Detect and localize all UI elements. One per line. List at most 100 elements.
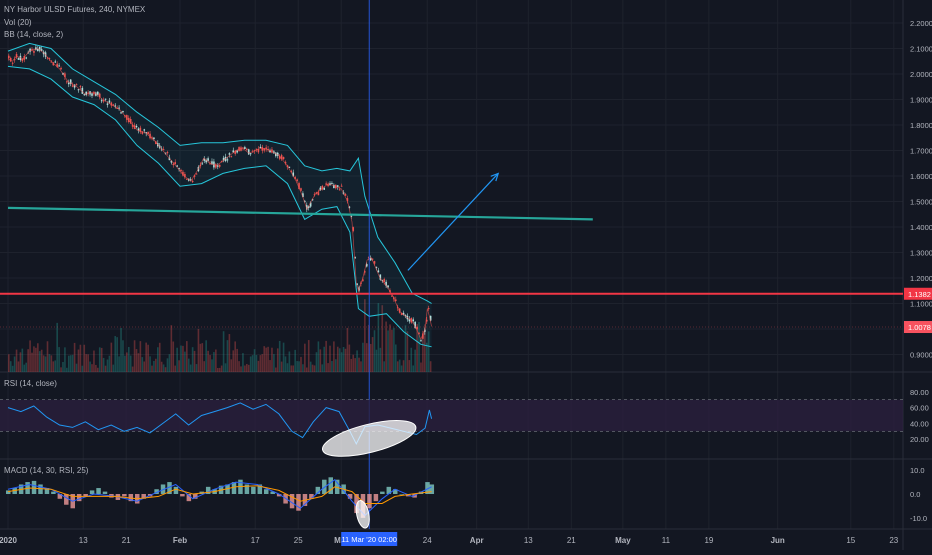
candle-body — [352, 227, 355, 231]
volume-bar — [379, 347, 382, 372]
volume-bar — [160, 361, 163, 372]
volume-bar — [263, 346, 266, 372]
volume-bar — [187, 358, 190, 372]
x-tick-label-3: Feb — [173, 536, 187, 545]
volume-bar — [211, 359, 213, 372]
macd-indicator-label[interactable]: MACD (14, 30, RSI, 25) — [4, 466, 89, 475]
volume-bar — [95, 364, 97, 372]
volume-bar — [114, 336, 117, 372]
candle-body — [203, 158, 206, 161]
volume-bar — [189, 364, 192, 372]
candle-body — [207, 158, 209, 161]
volume-bar — [389, 324, 391, 372]
volume-bar — [410, 347, 413, 372]
volume-bar — [396, 361, 399, 372]
macd-histogram-bar — [167, 482, 172, 494]
candle-body — [48, 58, 51, 60]
price-tick-label-5: 1.7000 — [910, 147, 932, 156]
volume-bar — [302, 364, 304, 372]
volume-bar — [367, 324, 370, 372]
volume-bar — [249, 356, 252, 372]
macd-histogram-bar — [380, 491, 385, 494]
volume-bar — [269, 360, 271, 372]
volume-bar — [168, 354, 171, 372]
volume-bar — [176, 347, 178, 372]
bollinger-indicator-label[interactable]: BB (14, close, 2) — [4, 30, 64, 39]
volume-bar — [327, 363, 329, 372]
rsi-tick-label-0: 80.00 — [910, 388, 929, 397]
volume-bar — [118, 356, 120, 372]
volume-bar — [110, 342, 113, 372]
macd-histogram-bar — [102, 491, 108, 494]
macd-legend: MACD (14, 30, RSI, 25) — [4, 466, 88, 475]
candle-body — [420, 340, 422, 342]
candle-body — [81, 87, 84, 94]
candle-body — [8, 55, 10, 59]
volume-bar — [300, 356, 302, 372]
volume-bar — [77, 349, 80, 372]
volume-bar — [393, 327, 395, 372]
volume-bar — [418, 322, 420, 372]
macd-histogram-bar — [193, 494, 198, 499]
candle-body — [77, 89, 80, 91]
price-legend: NY Harbor ULSD Futures, 240, NYMEX — [4, 5, 145, 14]
candle-body — [9, 57, 12, 62]
candle-body — [143, 129, 146, 131]
candle-body — [54, 61, 57, 63]
candle-body — [234, 151, 236, 154]
volume-bar — [139, 341, 142, 372]
candle-body — [164, 152, 167, 154]
volume-bar — [385, 321, 387, 372]
macd-histogram-bar — [244, 484, 250, 494]
volume-bar — [344, 348, 347, 372]
volume-indicator-label[interactable]: Vol (20) — [4, 18, 32, 27]
volume-bar — [323, 346, 326, 372]
volume-bar — [106, 359, 109, 372]
candle-body — [427, 308, 430, 310]
macd-histogram-bar — [128, 494, 134, 502]
candle-body — [275, 152, 277, 157]
volume-bar — [371, 337, 374, 372]
macd-histogram-bar — [122, 494, 127, 497]
chart-title[interactable]: NY Harbor ULSD Futures, 240, NYMEX — [4, 5, 146, 14]
candle-body — [246, 148, 248, 150]
candle-body — [122, 110, 124, 113]
candle-body — [178, 168, 180, 170]
last-price-price-tag-label: 1.0078 — [908, 323, 931, 332]
volume-bar — [98, 347, 101, 372]
candle-body — [367, 257, 370, 259]
candle-body — [247, 149, 250, 155]
macd-histogram-bar — [173, 486, 179, 494]
rsi-indicator-label[interactable]: RSI (14, close) — [4, 379, 57, 388]
candle-body — [424, 329, 426, 332]
volume-bar — [79, 344, 82, 372]
candle-body — [228, 153, 231, 155]
macd-histogram-bar — [89, 490, 95, 494]
volume-bar — [346, 327, 349, 372]
macd-histogram-bar — [186, 494, 192, 502]
candle-body — [50, 61, 53, 63]
x-tick-label-4: 17 — [251, 536, 260, 545]
macd-tick-label-0: 10.0 — [910, 466, 925, 475]
volume-bar — [91, 364, 93, 372]
candle-body — [75, 84, 78, 86]
volume-bar — [62, 361, 64, 372]
macd-histogram-bar — [315, 486, 321, 494]
candle-body — [356, 283, 358, 285]
candle-body — [98, 93, 101, 98]
volume-bar — [338, 348, 341, 372]
volume-bar — [133, 340, 136, 372]
volume-bar — [313, 365, 316, 372]
candle-body — [38, 46, 41, 51]
candle-body — [344, 194, 347, 196]
volume-bar — [400, 365, 403, 372]
candle-body — [280, 155, 283, 160]
candle-body — [240, 147, 242, 151]
price-tick-label-6: 1.6000 — [910, 172, 932, 181]
volume-bar — [251, 355, 254, 372]
volume-bar — [356, 350, 358, 372]
candle-body — [265, 147, 267, 150]
volume-bar — [112, 364, 115, 372]
